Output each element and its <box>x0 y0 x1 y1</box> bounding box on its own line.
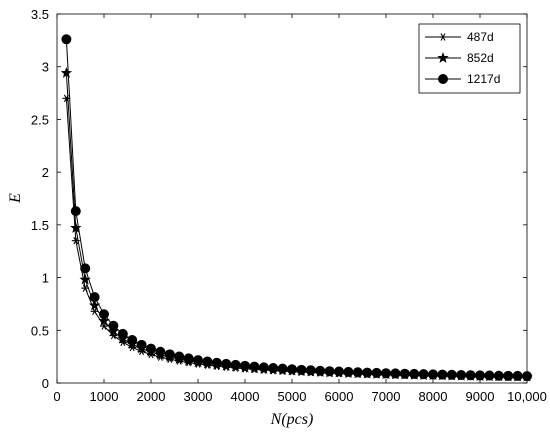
data-point <box>193 355 203 366</box>
data-point <box>90 307 99 316</box>
data-point <box>352 367 363 378</box>
data-point <box>475 370 485 381</box>
data-point <box>127 334 138 345</box>
data-point <box>70 222 82 233</box>
x-tick-label: 0 <box>53 389 60 404</box>
data-point <box>221 358 232 369</box>
data-point <box>390 368 401 379</box>
y-tick-label: 2 <box>42 165 49 180</box>
y-tick-label: 0 <box>42 376 49 391</box>
y-tick-label: 1 <box>42 271 49 286</box>
data-point <box>371 367 382 378</box>
data-point <box>258 362 269 373</box>
legend-label: 487d <box>467 30 494 44</box>
data-point <box>155 346 166 357</box>
y-tick-label: 2.5 <box>31 112 49 127</box>
data-point <box>465 370 476 381</box>
data-point <box>268 363 279 374</box>
legend: 487d 852d 1217d <box>418 23 521 94</box>
data-point <box>324 366 335 377</box>
x-tick-label: 5000 <box>278 389 307 404</box>
data-point <box>146 343 156 354</box>
data-point <box>437 52 449 63</box>
data-point <box>439 33 447 41</box>
data-point <box>60 67 73 78</box>
y-tick-label: 3 <box>42 60 49 75</box>
data-point <box>117 328 128 339</box>
y-tick-label: 0.5 <box>31 323 49 338</box>
data-point <box>240 360 250 371</box>
x-tick-label: 10,000 <box>507 389 547 404</box>
x-tick-label: 1000 <box>90 389 119 404</box>
data-point <box>409 368 420 379</box>
y-tick-label: 1.5 <box>31 218 49 233</box>
asterisk-stroke <box>82 284 88 292</box>
data-point <box>174 351 185 362</box>
data-point <box>334 366 344 377</box>
data-point <box>522 371 532 382</box>
data-point <box>249 361 260 372</box>
asterisk-stroke <box>440 33 446 41</box>
series-1217d <box>61 34 532 382</box>
y-tick-label: 3.5 <box>31 7 49 22</box>
data-point <box>107 325 120 337</box>
legend-item-1217d: 1217d <box>425 72 500 86</box>
legend-label: 1217d <box>467 72 500 86</box>
data-point <box>136 339 147 350</box>
x-tick-label: 4000 <box>231 389 260 404</box>
x-tick-label: 2000 <box>137 389 166 404</box>
data-point <box>80 263 91 274</box>
data-point <box>484 370 495 381</box>
data-point <box>277 363 288 374</box>
data-point <box>399 368 410 379</box>
data-point <box>183 353 194 364</box>
data-point <box>99 309 109 320</box>
data-point <box>428 369 438 380</box>
data-point <box>493 370 504 381</box>
data-point <box>164 349 175 360</box>
data-point <box>512 370 523 381</box>
data-point <box>381 368 391 379</box>
data-point <box>418 369 429 380</box>
series-layer <box>60 34 533 382</box>
data-point <box>446 369 457 380</box>
data-point <box>503 370 514 381</box>
data-point <box>287 364 297 375</box>
data-point <box>98 315 110 326</box>
data-point <box>211 357 222 368</box>
x-tick-label: 3000 <box>184 389 213 404</box>
data-point <box>202 356 213 367</box>
data-point <box>343 366 354 377</box>
legend-item-852d: 852d <box>425 51 494 65</box>
data-point <box>61 34 72 45</box>
x-tick-label: 8000 <box>419 389 448 404</box>
ticks: 0 1000 2000 3000 4000 5000 6000 7000 8000 9000 10,… <box>31 7 547 404</box>
data-point <box>89 292 100 303</box>
data-point <box>438 74 448 84</box>
x-tick-label: 7000 <box>372 389 401 404</box>
data-point <box>88 299 101 311</box>
data-point <box>296 364 307 375</box>
data-point <box>362 367 373 378</box>
data-point <box>230 359 241 370</box>
asterisk-stroke <box>73 236 79 245</box>
x-tick-label: 6000 <box>325 389 354 404</box>
data-point <box>79 273 91 285</box>
data-point <box>305 365 316 376</box>
legend-item-487d: 487d <box>425 30 494 44</box>
x-axis-title: N(pcs) <box>270 411 314 428</box>
data-point <box>456 369 467 380</box>
asterisk-stroke <box>92 307 98 316</box>
legend-label: 852d <box>467 51 494 65</box>
x-tick-label: 9000 <box>466 389 495 404</box>
data-point <box>70 206 81 217</box>
data-point <box>437 369 448 380</box>
y-axis-title: E <box>7 193 24 204</box>
data-point <box>108 320 119 331</box>
data-point <box>315 365 326 376</box>
